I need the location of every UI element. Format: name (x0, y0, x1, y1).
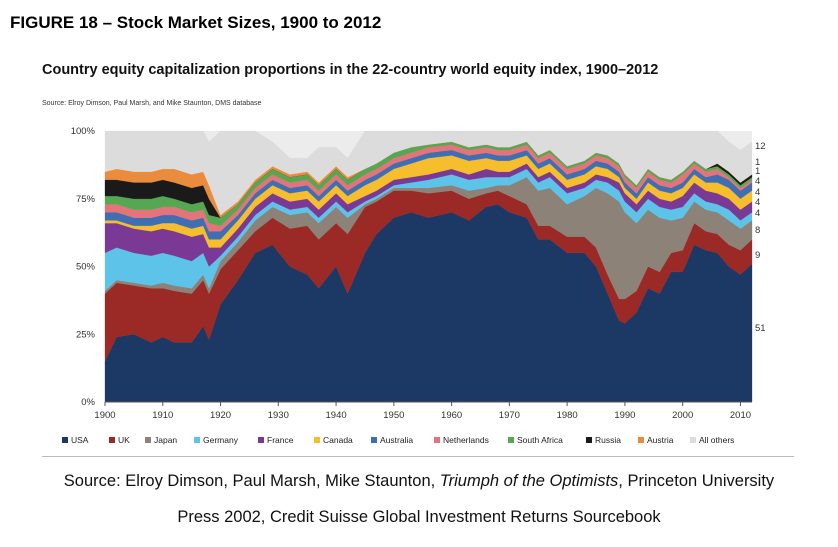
end-value-label: 4 (755, 176, 760, 187)
legend-label: Germany (203, 435, 239, 445)
caption-divider (42, 456, 794, 457)
y-tick-label: 50% (76, 262, 96, 273)
legend-swatch (638, 437, 644, 443)
end-value-label: 4 (755, 208, 760, 219)
x-tick-label: 2000 (672, 410, 693, 421)
legend-swatch (145, 437, 151, 443)
x-tick-label: 1920 (210, 410, 231, 421)
legend-label: France (267, 435, 294, 445)
legend-swatch (314, 437, 320, 443)
caption-text-before: Source: Elroy Dimson, Paul Marsh, Mike S… (63, 472, 440, 490)
legend-label: Canada (323, 435, 353, 445)
legend-label: Australia (380, 435, 413, 445)
x-tick-label: 1900 (94, 410, 115, 421)
legend-swatch (690, 437, 696, 443)
caption-line-2: Press 2002, Credit Suisse Global Investm… (177, 508, 661, 526)
legend-swatch (194, 437, 200, 443)
legend-swatch (371, 437, 377, 443)
x-tick-label: 1960 (441, 410, 462, 421)
x-tick-label: 1930 (268, 410, 289, 421)
end-value-label: 4 (755, 197, 760, 208)
legend-item-canada: Canada (314, 435, 353, 445)
figure-title: FIGURE 18 – Stock Market Sizes, 1900 to … (10, 13, 382, 32)
y-tick-labels: 0% 25% 50% 75% 100% (71, 126, 96, 408)
x-tick-label: 1990 (614, 410, 635, 421)
legend-item-germany: Germany (194, 435, 239, 445)
caption-book-title: Triumph of the Optimists (439, 472, 619, 490)
area-all-others (104, 130, 753, 216)
y-tick-label: 100% (71, 126, 96, 137)
legend-item-france: France (258, 435, 294, 445)
legend-swatch (109, 437, 115, 443)
stacked-area-chart: 0% 25% 50% 75% 100% 1900 1910 1920 1930 1940 1950… (62, 126, 766, 445)
x-tick-label: 1980 (557, 410, 578, 421)
legend-label: Netherlands (443, 435, 489, 445)
end-value-label: 9 (755, 250, 760, 261)
legend-label: South Africa (517, 435, 563, 445)
legend-label: All others (699, 435, 734, 445)
legend-swatch (62, 437, 68, 443)
legend-item-austria: Austria (638, 435, 674, 445)
legend-swatch (586, 437, 592, 443)
end-value-label: 51 (755, 323, 766, 334)
legend-swatch (434, 437, 440, 443)
legend-item-uk: UK (109, 435, 130, 445)
legend-swatch (258, 437, 264, 443)
x-tick-labels: 1900 1910 1920 1930 1940 1950 1960 1970 1980 1990… (94, 402, 751, 421)
legend-item-south-africa: South Africa (508, 435, 563, 445)
x-tick-label: 1970 (499, 410, 520, 421)
legend-label: USA (71, 435, 89, 445)
legend-item-usa: USA (62, 435, 89, 445)
x-tick-label: 1910 (152, 410, 173, 421)
legend-item-russia: Russia (586, 435, 621, 445)
x-tick-label: 1950 (383, 410, 404, 421)
legend-item-japan: Japan (145, 435, 177, 445)
legend-label: Japan (154, 435, 177, 445)
legend: USA UK Japan Germany France Canada Australia Ne… (62, 435, 734, 445)
legend-item-all-others: All others (690, 435, 734, 445)
caption-text-after: , Princeton University (618, 472, 775, 490)
legend-item-australia: Australia (371, 435, 413, 445)
caption-line-1: Source: Elroy Dimson, Paul Marsh, Mike S… (0, 472, 838, 491)
end-value-label: 1 (755, 166, 760, 177)
legend-label: Russia (595, 435, 621, 445)
chart-title: Country equity capitalization proportion… (42, 62, 659, 78)
chart-subtitle: Source: Elroy Dimson, Paul Marsh, and Mi… (42, 100, 262, 107)
legend-swatch (508, 437, 514, 443)
legend-label: UK (118, 435, 130, 445)
legend-label: Austria (647, 435, 674, 445)
end-value-label: 12 (755, 141, 766, 152)
x-tick-label: 2010 (730, 410, 751, 421)
legend-item-netherlands: Netherlands (434, 435, 489, 445)
end-value-label: 4 (755, 187, 760, 198)
end-value-label: 8 (755, 225, 760, 236)
y-tick-label: 25% (76, 329, 96, 340)
y-tick-label: 0% (81, 397, 95, 408)
end-value-label: 1 (755, 157, 760, 168)
area-layers (104, 130, 753, 403)
x-tick-label: 1940 (326, 410, 347, 421)
y-tick-label: 75% (76, 194, 96, 205)
